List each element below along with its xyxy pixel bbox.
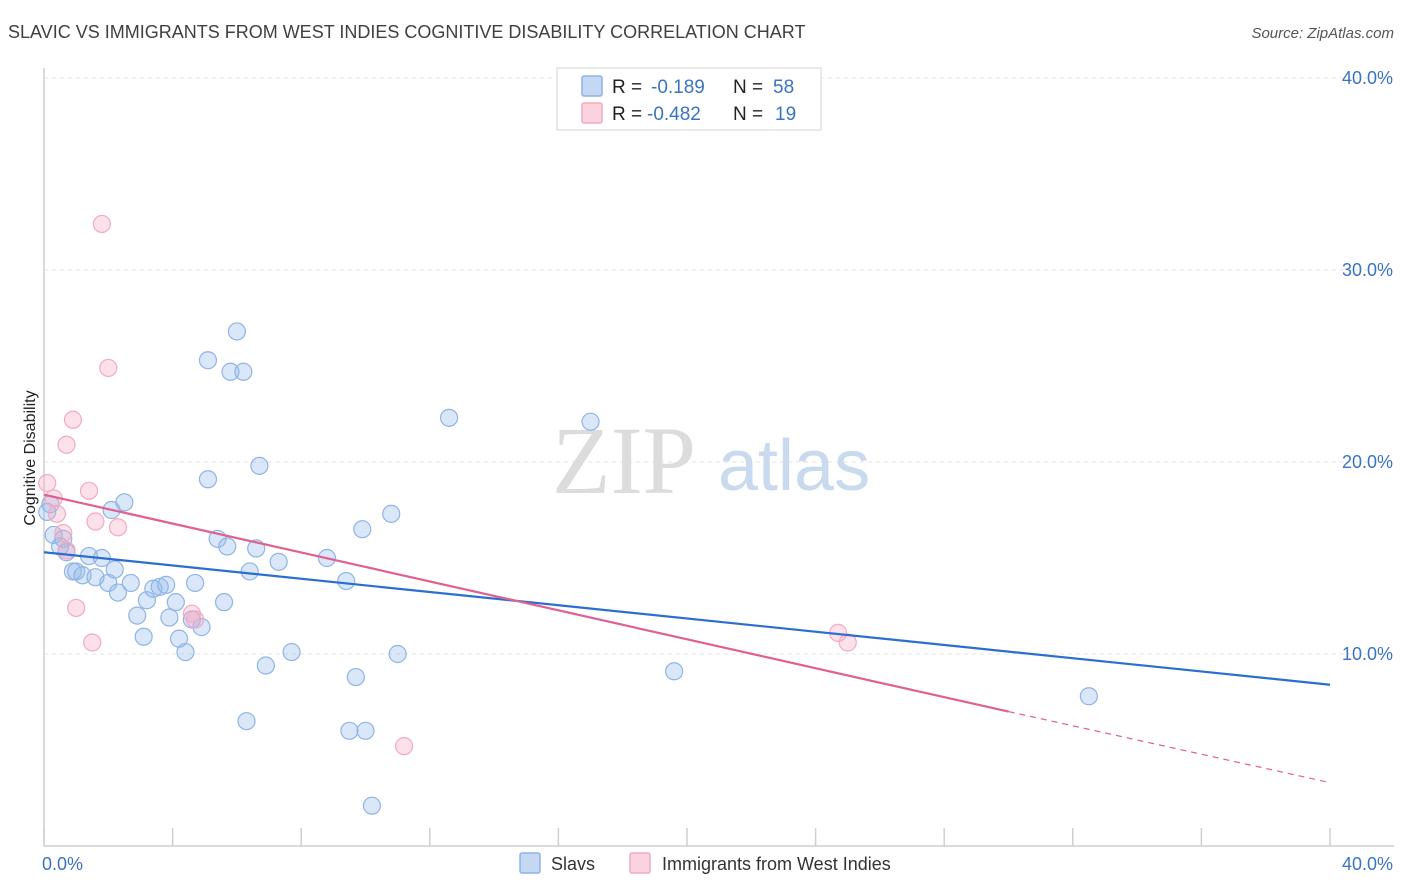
slavs-point-40	[240, 562, 259, 581]
slavs-point-19	[134, 627, 153, 646]
slavs-point-44	[269, 552, 288, 571]
y-tick-label-1: 20.0%	[1342, 452, 1393, 472]
y-tick-label-2: 30.0%	[1342, 260, 1393, 280]
slavs-point-57	[665, 662, 684, 681]
y-tick-labels: 10.0% 20.0% 30.0% 40.0%	[1342, 68, 1393, 664]
trend-lines	[43, 493, 1331, 784]
y-tick-label-3: 40.0%	[1342, 68, 1393, 88]
slavs-point-56	[581, 412, 600, 431]
west-indies-point-12	[99, 358, 118, 378]
legend-r-value-west-indies: -0.482	[647, 104, 701, 125]
x-tick-label-1: 40.0%	[1342, 854, 1393, 874]
slavs-point-43	[256, 656, 275, 675]
slavs-point-34	[214, 593, 234, 612]
slavs-point-48	[340, 721, 359, 740]
slavs-point-24	[160, 608, 179, 627]
slavs-point-25	[166, 593, 185, 612]
legend-n-value-slavs: 58	[773, 77, 794, 98]
slavs-point-23	[157, 575, 176, 594]
legend-swatch-slavs	[581, 75, 603, 97]
slavs-trend-line	[43, 551, 1331, 686]
slavs-point-31	[198, 470, 218, 489]
slavs-point-29	[186, 573, 205, 593]
slavs-point-17	[121, 573, 140, 593]
data-points	[38, 214, 1098, 815]
chart-title: SLAVIC VS IMMIGRANTS FROM WEST INDIES CO…	[8, 22, 806, 42]
slavs-point-53	[382, 504, 401, 523]
watermark: ZIP atlas	[552, 407, 870, 514]
slavs-point-14	[105, 560, 124, 579]
legend-n-value-west-indies: 19	[775, 104, 796, 125]
slavs-point-47	[337, 571, 356, 591]
slavs-point-50	[353, 520, 372, 539]
legend-n-label-west-indies: N =	[733, 104, 763, 125]
slavs-point-22	[150, 577, 169, 596]
west-indies-point-3	[54, 523, 73, 543]
slavs-point-37	[227, 322, 246, 341]
west-indies-point-15	[186, 610, 205, 629]
west-indies-point-16	[394, 737, 414, 756]
slavs-point-58	[1079, 687, 1098, 706]
x-ticks	[43, 828, 1331, 846]
west-indies-point-6	[63, 410, 83, 429]
west-indies-trend-line	[43, 493, 1009, 713]
legend-swatch-west-indies	[581, 102, 603, 124]
west-indies-point-0	[38, 474, 57, 493]
y-axis-label: Cognitive Disability	[22, 390, 39, 525]
slavs-point-52	[362, 796, 382, 815]
west-indies-point-2	[47, 504, 66, 523]
west-indies-point-5	[57, 435, 76, 454]
legend-r-label-west-indies: R =	[612, 104, 642, 125]
west-indies-trend-extension	[1008, 711, 1331, 784]
slavs-point-15	[108, 583, 128, 602]
west-indies-point-8	[79, 481, 99, 500]
x-tick-label-0: 0.0%	[42, 854, 83, 874]
slavs-point-18	[128, 606, 147, 625]
slavs-point-45	[282, 642, 301, 662]
bottom-legend-swatch-slavs	[519, 852, 541, 874]
x-tick-labels: 0.0% 40.0%	[42, 854, 1393, 874]
west-indies-point-11	[92, 214, 111, 234]
west-indies-point-9	[83, 633, 102, 652]
slavs-point-4	[54, 529, 73, 548]
legend-r-label-slavs: R =	[612, 77, 642, 98]
west-indies-point-10	[86, 512, 105, 531]
slavs-point-55	[439, 408, 459, 427]
slavs-point-35	[218, 537, 237, 556]
slavs-point-51	[356, 721, 375, 740]
slavs-point-39	[237, 712, 256, 731]
y-tick-label-0: 10.0%	[1342, 644, 1393, 664]
legend-n-label-slavs: N =	[733, 77, 763, 98]
bottom-legend-label-west-indies: Immigrants from West Indies	[662, 854, 891, 874]
bottom-legend: Slavs Immigrants from West Indies	[519, 852, 891, 874]
slavs-point-36	[221, 362, 240, 381]
watermark-atlas: atlas	[718, 426, 870, 506]
chart-source: Source: ZipAtlas.com	[1251, 25, 1394, 42]
slavs-point-27	[176, 642, 195, 662]
watermark-zip: ZIP	[552, 407, 696, 514]
legend-r-value-slavs: -0.189	[651, 77, 705, 98]
west-indies-point-7	[67, 598, 86, 618]
slavs-point-42	[250, 456, 269, 475]
west-indies-point-14	[182, 604, 201, 623]
west-indies-point-13	[108, 518, 128, 537]
legend-box: R = -0.189 N = 58 R = -0.482 N = 19	[556, 67, 822, 131]
bottom-legend-swatch-west-indies	[629, 852, 651, 874]
bottom-legend-label-slavs: Slavs	[551, 854, 595, 874]
slavs-point-49	[346, 667, 365, 687]
slavs-point-20	[137, 591, 156, 610]
axes	[43, 68, 1394, 847]
slavs-point-54	[388, 644, 407, 664]
slavs-point-38	[234, 362, 253, 381]
slavs-point-32	[198, 351, 218, 370]
slavs-point-16	[115, 493, 134, 512]
